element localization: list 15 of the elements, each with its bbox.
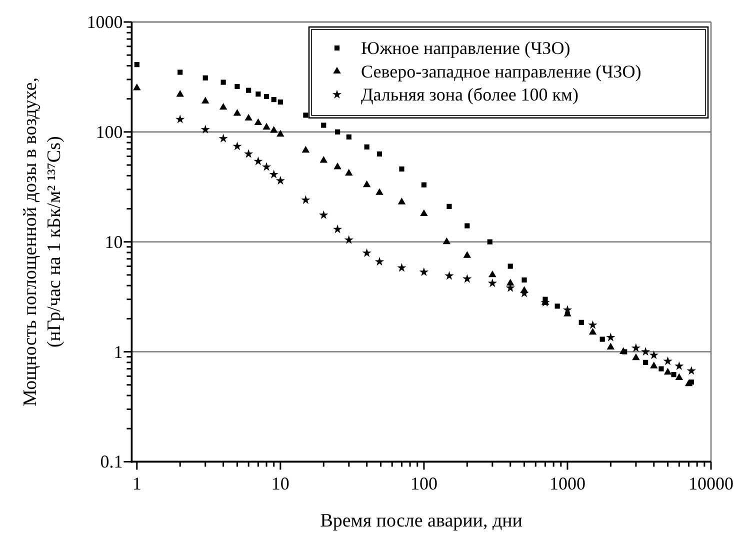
y-tick-label: 100: [96, 122, 123, 142]
x-tick-label: 10: [271, 474, 290, 494]
x-axis-title: Время после аварии, дни: [320, 510, 522, 532]
legend-label: Дальняя зона (более 100 км): [361, 84, 578, 105]
y-tick-label: 1: [114, 342, 123, 362]
x-tick-label: 1: [132, 474, 142, 494]
legend-label: Южное направление (ЧЗО): [361, 38, 570, 58]
y-axis-title: Мощность поглощенной дозы в воздухе, (нГр/час на 1 кБк/м² ¹³⁷Cs): [20, 77, 65, 406]
x-tick-label: 100: [410, 474, 438, 494]
y-tick-label: 10: [104, 232, 123, 252]
y-tick-label: 0.1: [100, 452, 123, 472]
y-tick-label: 1000: [86, 12, 123, 32]
legend-label: Северо-западное направление (ЧЗО): [361, 61, 642, 82]
x-tick-label: 10000: [688, 474, 734, 494]
x-tick-label: 1000: [549, 474, 586, 494]
